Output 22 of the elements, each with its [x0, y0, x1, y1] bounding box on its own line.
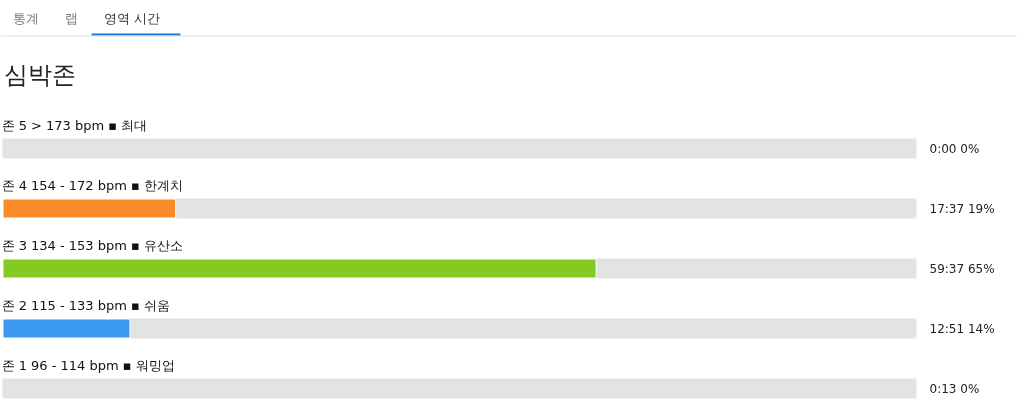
bar: [596, 258, 917, 279]
bar: [2, 138, 917, 159]
bar: [1, 197, 178, 220]
text: 랩: [64, 11, 78, 26]
bar: [1, 317, 132, 340]
text: 통계: [12, 11, 39, 26]
y-tick-label: 존 2 115 - 133 bpm ▪ 쉬움: [1, 298, 170, 313]
bar: [176, 198, 917, 219]
text: 0:13 0%: [929, 381, 980, 396]
chart-title: 심박존: [3, 60, 76, 89]
bar: [2, 378, 917, 399]
text: 영역 시간: [103, 11, 160, 26]
text: 12:51 14%: [929, 321, 995, 336]
y-tick-label: 존 1 96 - 114 bpm ▪ 워밍업: [1, 358, 175, 373]
text: 0:00 0%: [929, 141, 980, 156]
text: 59:37 65%: [929, 261, 995, 276]
text: 17:37 19%: [929, 201, 995, 216]
bar: [130, 318, 917, 339]
y-tick-label: 존 4 154 - 172 bpm ▪ 한계치: [1, 178, 183, 193]
y-tick-label: 존 3 134 - 153 bpm ▪ 유산소: [1, 238, 183, 253]
y-tick-label: 존 5 > 173 bpm ▪ 최대: [1, 118, 148, 133]
bar: [1, 257, 598, 280]
